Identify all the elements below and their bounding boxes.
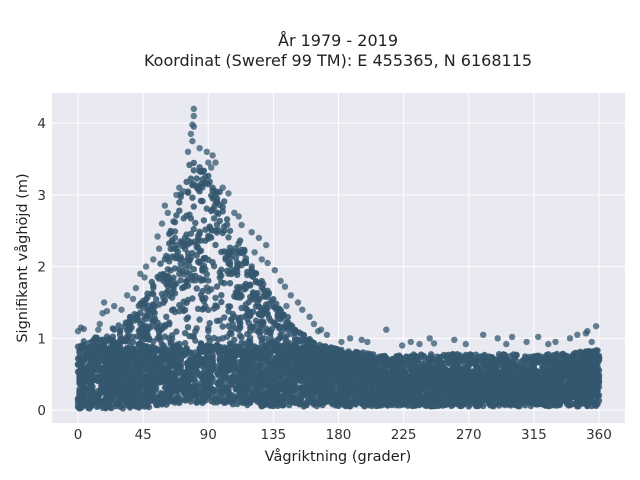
data-point	[218, 292, 225, 299]
data-point	[245, 319, 252, 327]
data-point	[595, 367, 603, 374]
data-point	[197, 247, 205, 254]
data-point	[226, 280, 234, 287]
data-point	[212, 294, 219, 302]
data-point	[242, 301, 250, 308]
data-point	[181, 257, 189, 265]
data-point	[223, 216, 231, 223]
data-point	[232, 254, 239, 262]
data-point	[574, 355, 581, 362]
data-point	[164, 371, 171, 378]
data-point	[199, 168, 206, 175]
data-point	[215, 345, 222, 352]
data-point	[226, 391, 234, 398]
data-point	[189, 194, 196, 201]
data-point	[194, 232, 202, 240]
data-point	[200, 217, 208, 224]
data-point	[202, 173, 209, 180]
data-point	[166, 319, 173, 326]
data-point	[184, 324, 192, 331]
data-point	[161, 297, 169, 304]
data-point	[244, 330, 251, 338]
data-point	[170, 218, 177, 225]
data-point	[181, 351, 189, 358]
data-point	[197, 340, 205, 347]
data-point	[218, 298, 225, 306]
chart-subtitle: Koordinat (Sweref 99 TM): E 455365, N 61…	[144, 51, 532, 70]
data-point	[173, 212, 180, 219]
data-point	[187, 230, 195, 237]
data-point	[190, 203, 197, 210]
data-point	[176, 207, 183, 214]
data-point	[193, 325, 200, 332]
data-point	[167, 363, 174, 370]
data-point	[177, 277, 184, 284]
data-point	[206, 338, 213, 345]
data-point	[144, 290, 151, 297]
data-point	[249, 289, 257, 296]
data-point	[205, 306, 212, 314]
data-point	[79, 375, 86, 382]
data-point	[511, 354, 519, 361]
data-point	[258, 336, 265, 343]
data-point	[210, 262, 218, 270]
data-point	[225, 234, 232, 241]
data-point	[252, 317, 260, 324]
data-point	[221, 280, 228, 287]
data-point	[215, 210, 222, 217]
data-point	[205, 235, 212, 242]
data-point	[190, 266, 197, 273]
data-point	[116, 328, 124, 335]
data-point	[264, 358, 271, 365]
data-point	[202, 254, 209, 262]
data-point	[173, 328, 180, 335]
data-point	[296, 329, 303, 336]
data-point	[184, 250, 192, 257]
data-point	[171, 281, 179, 288]
data-point	[271, 304, 278, 311]
data-point	[184, 296, 192, 304]
data-point	[153, 296, 160, 303]
data-point	[206, 224, 213, 232]
data-point	[158, 341, 166, 348]
data-point	[184, 314, 192, 321]
data-point	[150, 282, 157, 289]
data-point	[155, 301, 163, 308]
data-point	[226, 227, 234, 234]
data-point	[192, 238, 199, 245]
data-point	[248, 266, 255, 273]
data-point	[213, 283, 221, 290]
data-point	[167, 339, 174, 346]
data-point	[163, 313, 170, 320]
data-point	[556, 352, 564, 360]
data-point	[238, 314, 245, 321]
data-point	[168, 253, 176, 260]
data-point	[228, 316, 235, 323]
data-point	[196, 316, 203, 323]
data-point	[151, 385, 158, 393]
data-point	[229, 321, 237, 328]
data-point	[190, 167, 197, 174]
chart-title: År 1979 - 2019	[278, 31, 398, 50]
data-point	[221, 198, 228, 205]
data-point	[216, 317, 223, 324]
data-point	[221, 314, 228, 321]
data-point	[206, 320, 213, 327]
data-point	[80, 338, 88, 345]
data-point	[126, 313, 134, 321]
data-point	[176, 199, 183, 206]
data-point	[247, 282, 254, 289]
data-point	[193, 175, 200, 182]
data-point	[189, 277, 196, 284]
data-point	[219, 203, 226, 211]
data-point	[183, 178, 190, 186]
data-point	[111, 326, 118, 333]
data-points	[74, 105, 603, 412]
